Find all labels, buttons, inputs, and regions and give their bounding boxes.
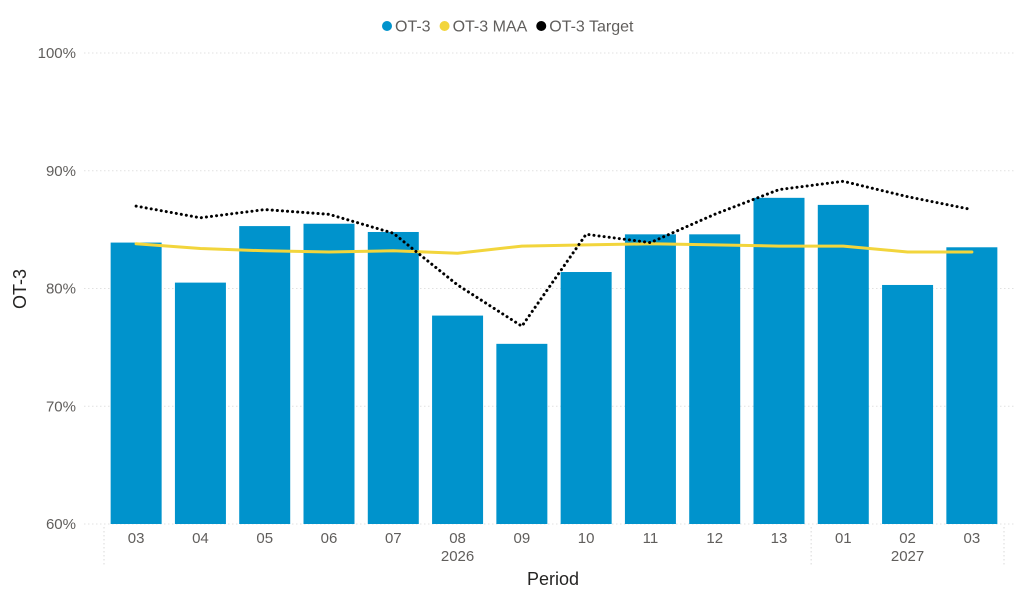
legend-label[interactable]: OT-3 MAA [453, 19, 528, 36]
gridlines [84, 52, 1014, 525]
y-tick-label: 90% [46, 163, 76, 180]
bar-ot3[interactable] [882, 284, 934, 524]
legend-marker [382, 21, 392, 31]
line-ot3-maa[interactable] [134, 242, 974, 255]
legend: OT-3 OT-3 MAA OT-3 Target [382, 19, 634, 36]
x-tick-label: 03 [128, 530, 145, 547]
ot3-bars [110, 197, 998, 525]
x-tick-label: 12 [706, 530, 723, 547]
legend-label[interactable]: OT-3 [395, 19, 431, 36]
bar-ot3[interactable] [303, 223, 355, 525]
bar-ot3[interactable] [946, 247, 998, 524]
y-axis-title: OT-3 [10, 269, 30, 309]
bar-ot3[interactable] [560, 272, 612, 524]
x-tick-label: 06 [321, 530, 338, 547]
x-tick-label: 05 [256, 530, 273, 547]
x-tick-label: 07 [385, 530, 402, 547]
x-tick-label: 04 [192, 530, 209, 547]
x-tick-label: 13 [771, 530, 788, 547]
x-axis-title: Period [527, 569, 579, 589]
legend-marker [536, 21, 547, 31]
bar-ot3[interactable] [689, 234, 741, 524]
bar-ot3[interactable] [817, 204, 869, 524]
x-tick-label: 10 [578, 530, 595, 547]
bar-ot3[interactable] [753, 197, 805, 524]
x-tick-label: 03 [964, 530, 981, 547]
y-axis-ticks: 60% 70% 80% 90% 100% [38, 45, 76, 533]
x-tick-label: 09 [514, 530, 531, 547]
y-tick-label: 80% [46, 281, 76, 298]
y-tick-label: 60% [46, 516, 76, 533]
x-year-label: 2027 [891, 548, 924, 565]
bar-ot3[interactable] [110, 242, 162, 524]
x-year-label: 2026 [441, 548, 474, 565]
x-tick-label: 01 [835, 530, 852, 547]
x-tick-label: 02 [899, 530, 916, 547]
bar-ot3[interactable] [624, 234, 676, 524]
bar-ot3[interactable] [496, 343, 548, 524]
bar-ot3[interactable] [367, 231, 419, 525]
x-tick-label: 11 [643, 530, 659, 547]
legend-marker [439, 21, 450, 31]
series-lines [134, 179, 974, 328]
legend-label[interactable]: OT-3 Target [549, 19, 634, 36]
y-tick-label: 100% [38, 45, 76, 62]
bar-ot3[interactable] [239, 226, 291, 524]
y-tick-label: 70% [46, 398, 76, 415]
bar-ot3[interactable] [174, 282, 226, 524]
x-tick-label: 08 [449, 530, 466, 547]
x-axis-ticks: 03 04 05 06 07 08 09 10 11 12 13 01 02 03 2026 2027 [103, 527, 1005, 566]
bar-ot3[interactable] [432, 315, 484, 524]
line-ot3-target[interactable] [134, 179, 974, 328]
